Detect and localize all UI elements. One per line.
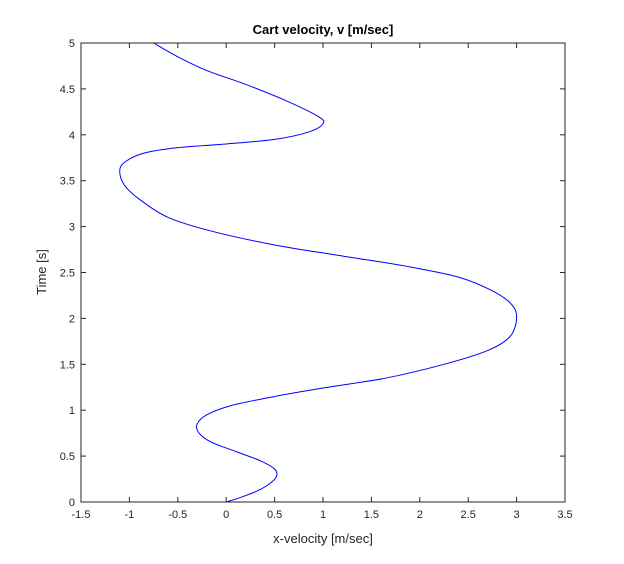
x-tick-label: 2 <box>417 509 423 521</box>
y-tick-label: 3 <box>69 222 75 234</box>
x-tick-label: -1 <box>125 509 135 521</box>
y-axis-label: Time [s] <box>34 249 49 295</box>
x-tick-label: 3.5 <box>557 509 572 521</box>
x-tick-label: 1.5 <box>364 509 379 521</box>
x-tick-label: 3 <box>514 509 520 521</box>
y-tick-label: 5 <box>69 38 75 50</box>
y-tick-label: 4 <box>69 130 75 142</box>
x-axis-label: x-velocity [m/sec] <box>273 531 373 546</box>
y-tick-label: 1.5 <box>60 359 75 371</box>
plot-frame <box>80 42 566 503</box>
data-layer <box>119 42 518 503</box>
series-line-0 <box>119 42 518 503</box>
x-tick-label: 0.5 <box>267 509 282 521</box>
y-tick-label: 2 <box>69 313 75 325</box>
x-tick-label: -0.5 <box>168 509 187 521</box>
ticks-layer: -1.5 -1 -0.5 0 0.5 1 1.5 2 2.5 3 3.5 0 0.5 1 1.5 2 2.5 3 3… <box>60 38 573 521</box>
y-tick-label: 1 <box>69 405 75 417</box>
x-tick-label: 0 <box>223 509 229 521</box>
x-tick-label: 2.5 <box>461 509 476 521</box>
y-tick-label: 0.5 <box>60 451 75 463</box>
plot-background <box>81 43 565 502</box>
y-tick-label: 2.5 <box>60 268 75 280</box>
y-tick-label: 0 <box>69 497 75 509</box>
x-tick-label: -1.5 <box>72 509 91 521</box>
y-tick-label: 4.5 <box>60 84 75 96</box>
y-tick-label: 3.5 <box>60 176 75 188</box>
chart-title: Cart velocity, v [m/sec] <box>253 22 394 37</box>
x-tick-label: 1 <box>320 509 326 521</box>
